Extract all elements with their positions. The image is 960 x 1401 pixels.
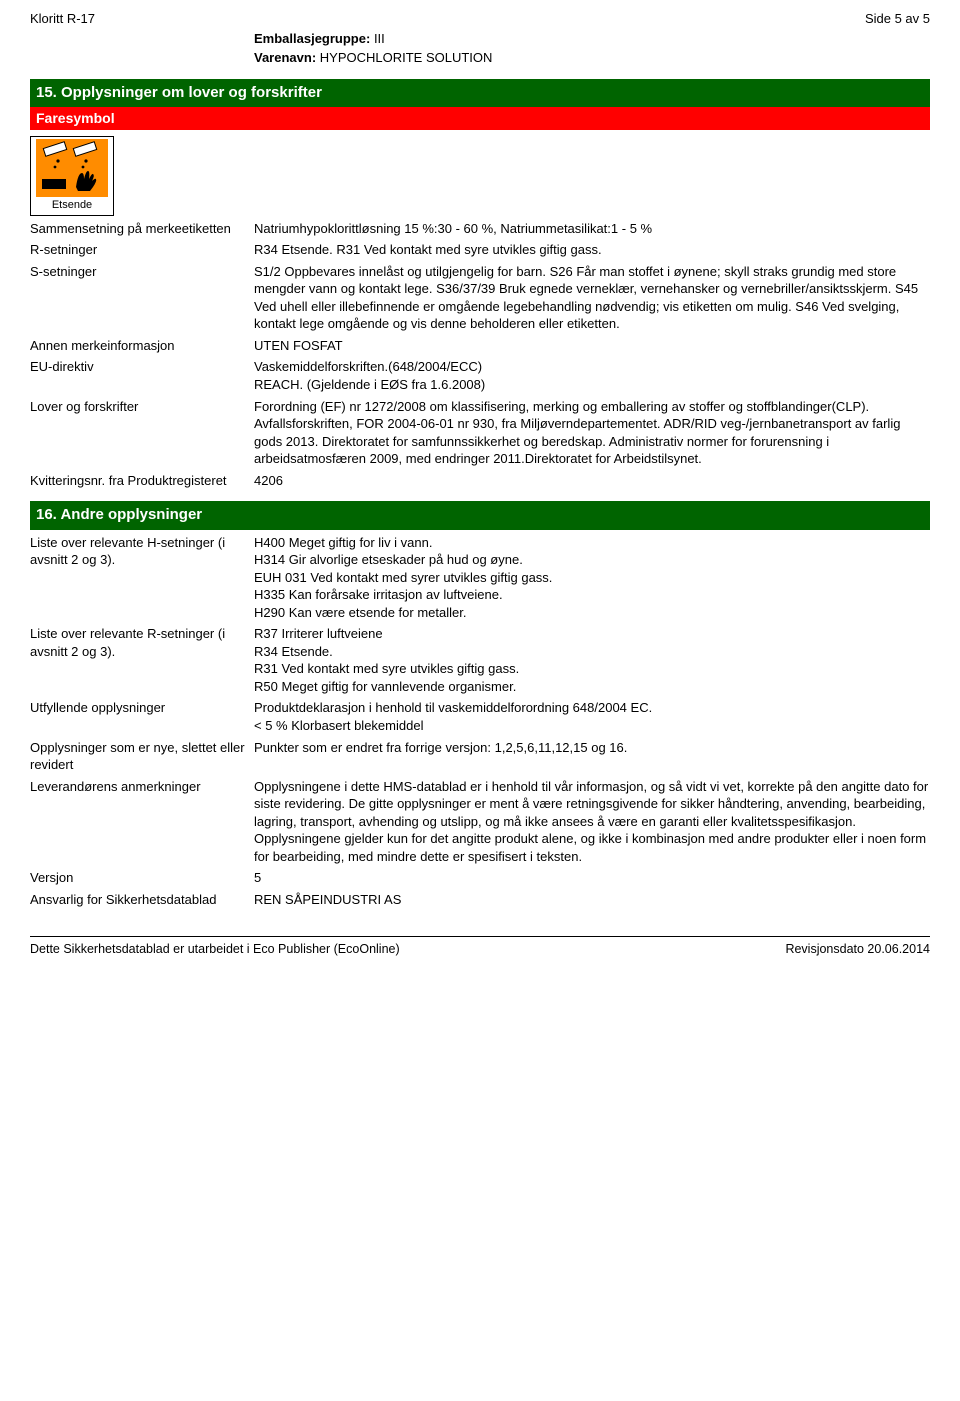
section-16-heading: 16. Andre opplysninger [30,501,930,529]
hazard-symbol-box: Etsende [30,136,114,216]
footer-right: Revisjonsdato 20.06.2014 [785,941,930,958]
s15-value: UTEN FOSFAT [254,337,930,355]
s15-value: 4206 [254,472,930,490]
hazard-label: Etsende [31,197,113,215]
product-name-val: HYPOCHLORITE SOLUTION [320,50,493,65]
kv-row: Opplysninger som er nye, slettet eller r… [30,739,930,774]
s16-value: 5 [254,869,930,887]
s16-value: Punkter som er endret fra forrige versjo… [254,739,930,774]
section-15-heading: 15. Opplysninger om lover og forskrifter [30,79,930,107]
kv-row: Liste over relevante R-setninger (i avsn… [30,625,930,695]
s15-value: R34 Etsende. R31 Ved kontakt med syre ut… [254,241,930,259]
section-15-rows: Sammensetning på merkeetikettenNatriumhy… [30,220,930,490]
s16-value: Produktdeklarasjon i henhold til vaskemi… [254,699,930,734]
s15-key: S-setninger [30,263,254,333]
subheader-line-1: Emballasjegruppe: III [254,30,930,48]
kv-row: S-setningerS1/2 Oppbevares innelåst og u… [30,263,930,333]
kv-row: Annen merkeinformasjonUTEN FOSFAT [30,337,930,355]
s15-value: Natriumhypoklorittløsning 15 %:30 - 60 %… [254,220,930,238]
s16-value: R37 Irriterer luftveieneR34 Etsende.R31 … [254,625,930,695]
s16-key: Opplysninger som er nye, slettet eller r… [30,739,254,774]
s15-value: Vaskemiddelforskriften.(648/2004/ECC)REA… [254,358,930,393]
page-number: Side 5 av 5 [865,10,930,28]
s16-key: Versjon [30,869,254,887]
s16-key: Liste over relevante H-setninger (i avsn… [30,534,254,622]
s16-value: REN SÅPEINDUSTRI AS [254,891,930,909]
s15-key: R-setninger [30,241,254,259]
corrosive-icon [36,139,108,197]
product-name-key: Varenavn: [254,50,316,65]
subheader-line-2: Varenavn: HYPOCHLORITE SOLUTION [254,49,930,67]
s15-value: Forordning (EF) nr 1272/2008 om klassifi… [254,398,930,468]
pack-group-val: III [374,31,385,46]
s15-key: Kvitteringsnr. fra Produktregisteret [30,472,254,490]
kv-row: Lover og forskrifterForordning (EF) nr 1… [30,398,930,468]
footer-left: Dette Sikkerhetsdatablad er utarbeidet i… [30,941,400,958]
kv-row: EU-direktivVaskemiddelforskriften.(648/2… [30,358,930,393]
kv-row: Sammensetning på merkeetikettenNatriumhy… [30,220,930,238]
s16-value: H400 Meget giftig for liv i vann.H314 Gi… [254,534,930,622]
doc-title: Kloritt R-17 [30,10,95,28]
section-16-rows: Liste over relevante H-setninger (i avsn… [30,534,930,909]
pack-group-key: Emballasjegruppe: [254,31,370,46]
faresymbol-bar: Faresymbol [30,107,930,130]
s16-key: Leverandørens anmerkninger [30,778,254,866]
s16-key: Utfyllende opplysninger [30,699,254,734]
s15-value: S1/2 Oppbevares innelåst og utilgjengeli… [254,263,930,333]
s16-value: Opplysningene i dette HMS-datablad er i … [254,778,930,866]
s16-key: Liste over relevante R-setninger (i avsn… [30,625,254,695]
s15-key: Sammensetning på merkeetiketten [30,220,254,238]
s15-key: EU-direktiv [30,358,254,393]
kv-row: Versjon5 [30,869,930,887]
s15-key: Annen merkeinformasjon [30,337,254,355]
page-footer: Dette Sikkerhetsdatablad er utarbeidet i… [30,936,930,958]
kv-row: Utfyllende opplysningerProduktdeklarasjo… [30,699,930,734]
page-header: Kloritt R-17 Side 5 av 5 [30,10,930,28]
kv-row: R-setningerR34 Etsende. R31 Ved kontakt … [30,241,930,259]
s16-key: Ansvarlig for Sikkerhetsdatablad [30,891,254,909]
kv-row: Ansvarlig for SikkerhetsdatabladREN SÅPE… [30,891,930,909]
kv-row: Kvitteringsnr. fra Produktregisteret4206 [30,472,930,490]
kv-row: Leverandørens anmerkningerOpplysningene … [30,778,930,866]
kv-row: Liste over relevante H-setninger (i avsn… [30,534,930,622]
s15-key: Lover og forskrifter [30,398,254,468]
